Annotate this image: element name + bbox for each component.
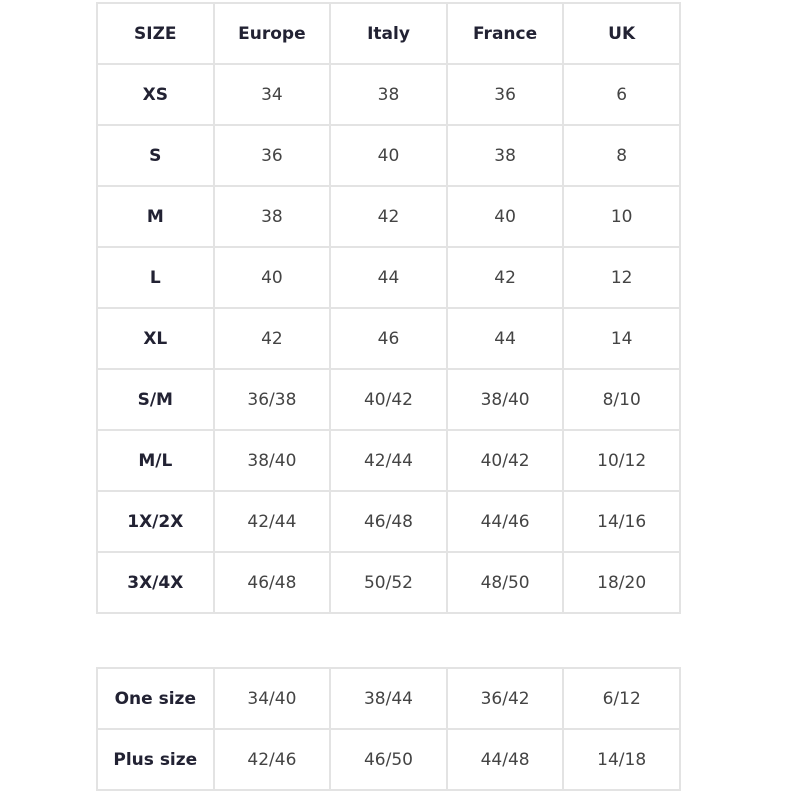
- size-value-cell: 46/48: [212, 551, 332, 614]
- size-value-cell: 14/18: [562, 728, 681, 791]
- size-value-cell: 34: [212, 63, 332, 126]
- size-value-cell: 44: [329, 246, 448, 309]
- size-value-cell: 46: [329, 307, 448, 370]
- size-value-cell: 44/46: [445, 490, 565, 553]
- size-value-cell: 36/42: [445, 667, 565, 730]
- size-label-cell: XS: [96, 63, 215, 126]
- size-value-cell: 10: [562, 185, 681, 248]
- size-value-cell: 38: [212, 185, 332, 248]
- table-row: XS 34 38 36 6: [96, 63, 681, 126]
- column-header: SIZE: [96, 2, 215, 65]
- size-value-cell: 42: [212, 307, 332, 370]
- size-label-cell: 3X/4X: [96, 551, 215, 614]
- table-row: S/M 36/38 40/42 38/40 8/10: [96, 368, 681, 431]
- special-sizes-table: One size 34/40 38/44 36/42 6/12 Plus size 42/4…: [96, 667, 681, 791]
- size-value-cell: 18/20: [562, 551, 681, 614]
- size-label-cell: M/L: [96, 429, 215, 492]
- table-row: One size 34/40 38/44 36/42 6/12: [96, 667, 681, 730]
- size-value-cell: 44: [445, 307, 565, 370]
- column-header: France: [445, 2, 565, 65]
- size-value-cell: 40/42: [329, 368, 448, 431]
- size-label-cell: M: [96, 185, 215, 248]
- size-value-cell: 6/12: [562, 667, 681, 730]
- size-value-cell: 34/40: [212, 667, 332, 730]
- column-header: Italy: [329, 2, 448, 65]
- column-header: Europe: [212, 2, 332, 65]
- header-row: SIZE Europe Italy France UK: [96, 2, 681, 65]
- size-label-cell: XL: [96, 307, 215, 370]
- table-row: M/L 38/40 42/44 40/42 10/12: [96, 429, 681, 492]
- size-value-cell: 38/40: [212, 429, 332, 492]
- size-label-cell: S/M: [96, 368, 215, 431]
- table-row: L 40 44 42 12: [96, 246, 681, 309]
- size-value-cell: 36: [212, 124, 332, 187]
- size-value-cell: 46/48: [329, 490, 448, 553]
- size-value-cell: 38/44: [329, 667, 448, 730]
- table-row: S 36 40 38 8: [96, 124, 681, 187]
- size-value-cell: 12: [562, 246, 681, 309]
- size-value-cell: 42/44: [329, 429, 448, 492]
- table-row: 1X/2X 42/44 46/48 44/46 14/16: [96, 490, 681, 553]
- size-label-cell: One size: [96, 667, 215, 730]
- size-value-cell: 40: [445, 185, 565, 248]
- table-row: Plus size 42/46 46/50 44/48 14/18: [96, 728, 681, 791]
- size-value-cell: 50/52: [329, 551, 448, 614]
- size-label-cell: 1X/2X: [96, 490, 215, 553]
- size-value-cell: 36/38: [212, 368, 332, 431]
- size-value-cell: 6: [562, 63, 681, 126]
- size-label-cell: L: [96, 246, 215, 309]
- size-label-cell: Plus size: [96, 728, 215, 791]
- size-value-cell: 38: [329, 63, 448, 126]
- size-value-cell: 38: [445, 124, 565, 187]
- size-value-cell: 8: [562, 124, 681, 187]
- size-value-cell: 40/42: [445, 429, 565, 492]
- size-value-cell: 36: [445, 63, 565, 126]
- size-chart-table: SIZE Europe Italy France UK XS 34 38 36 6 S 36 40 38 8…: [96, 2, 681, 614]
- size-value-cell: 44/48: [445, 728, 565, 791]
- size-value-cell: 8/10: [562, 368, 681, 431]
- size-value-cell: 40: [329, 124, 448, 187]
- size-value-cell: 42: [329, 185, 448, 248]
- size-value-cell: 10/12: [562, 429, 681, 492]
- table-row: XL 42 46 44 14: [96, 307, 681, 370]
- size-value-cell: 42/44: [212, 490, 332, 553]
- size-value-cell: 42/46: [212, 728, 332, 791]
- size-value-cell: 14/16: [562, 490, 681, 553]
- size-value-cell: 48/50: [445, 551, 565, 614]
- column-header: UK: [562, 2, 681, 65]
- table-row: 3X/4X 46/48 50/52 48/50 18/20: [96, 551, 681, 614]
- size-value-cell: 42: [445, 246, 565, 309]
- table-row: M 38 42 40 10: [96, 185, 681, 248]
- size-value-cell: 38/40: [445, 368, 565, 431]
- size-value-cell: 14: [562, 307, 681, 370]
- size-label-cell: S: [96, 124, 215, 187]
- size-value-cell: 46/50: [329, 728, 448, 791]
- size-value-cell: 40: [212, 246, 332, 309]
